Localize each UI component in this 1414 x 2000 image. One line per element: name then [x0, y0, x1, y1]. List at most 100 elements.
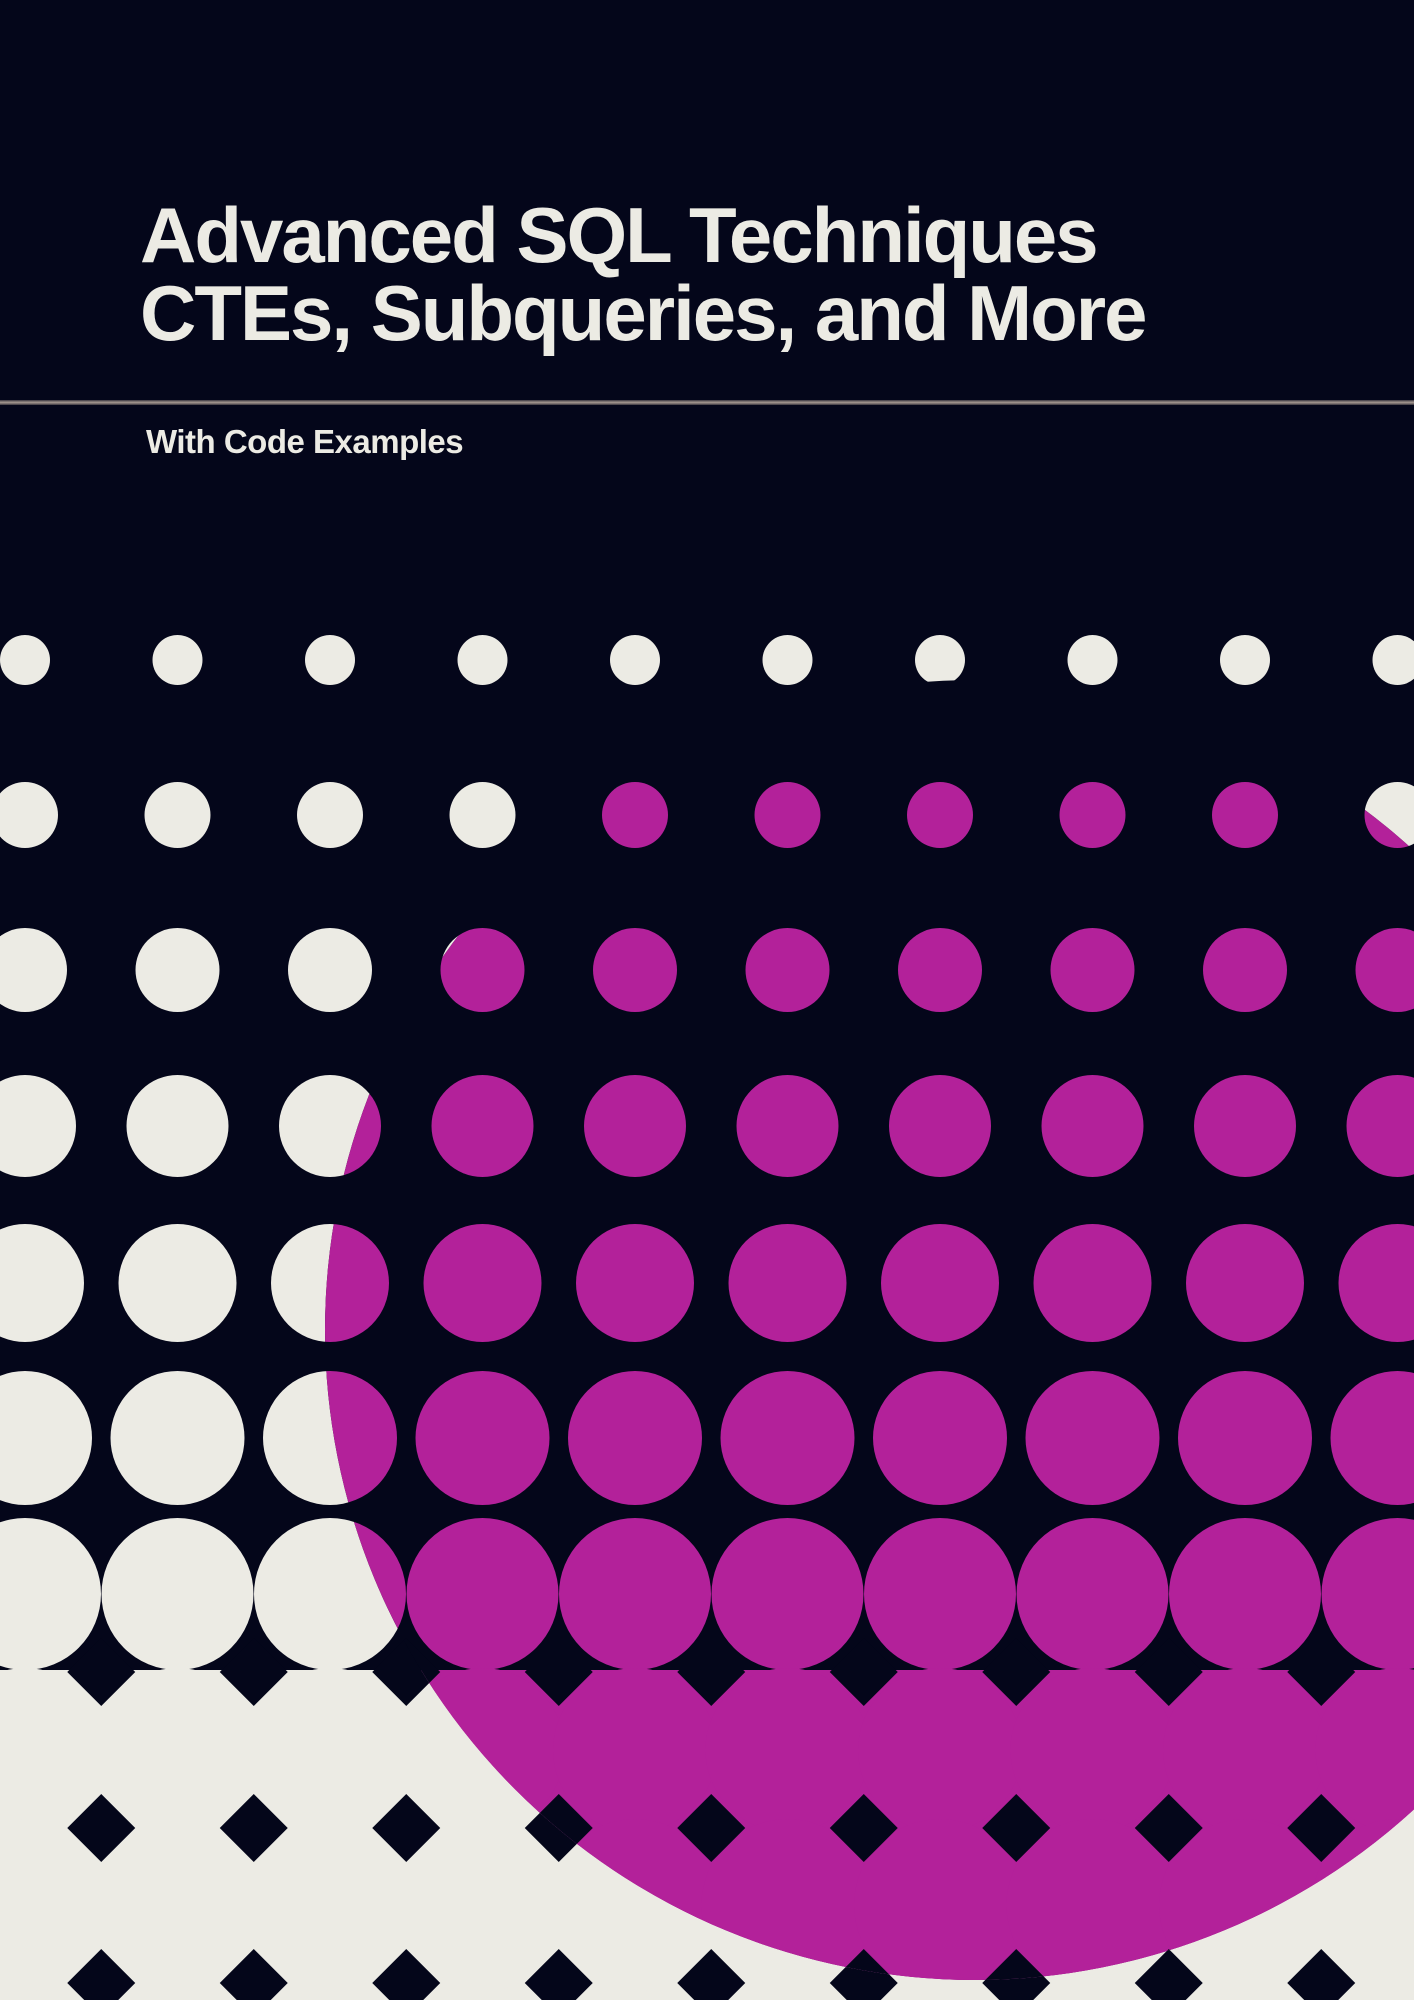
- halftone-dot: [288, 928, 372, 1012]
- halftone-dot: [1330, 1371, 1414, 1505]
- halftone-dot: [881, 1224, 999, 1342]
- halftone-dot: [1067, 635, 1118, 685]
- diamond-gap: [1134, 1949, 1203, 2000]
- halftone-dot: [406, 1518, 559, 1670]
- halftone-dot: [0, 1371, 92, 1505]
- diamond-gap: [829, 1794, 898, 1862]
- diamond-gap: [1287, 1949, 1356, 2000]
- diamond-gap: [1287, 1638, 1356, 1706]
- halftone-dot: [305, 635, 355, 685]
- halftone-dot: [1355, 928, 1414, 1012]
- halftone-dot: [1050, 928, 1135, 1012]
- diamond-gap: [1134, 1794, 1203, 1862]
- halftone-dot: [1311, 1819, 1414, 1991]
- cover-title: Advanced SQL Techniques CTEs, Subqueries…: [140, 196, 1340, 352]
- halftone-dot: [1041, 1075, 1144, 1177]
- halftone-dot: [720, 1371, 855, 1505]
- halftone-dot: [1169, 1518, 1321, 1670]
- halftone-dot: [325, 1224, 389, 1342]
- diamond-gap: [677, 1794, 746, 1862]
- halftone-dot: [553, 1668, 717, 1832]
- halftone-dot: [593, 928, 677, 1012]
- halftone-dot: [440, 928, 525, 1012]
- halftone-dot: [91, 1819, 264, 1991]
- halftone-dot: [1006, 1819, 1179, 1980]
- halftone-dot: [584, 1075, 686, 1177]
- halftone-dot: [559, 1518, 711, 1670]
- halftone-dot: [1338, 1224, 1414, 1342]
- diamond-gap: [219, 1638, 288, 1706]
- halftone-dot: [1016, 1518, 1169, 1670]
- halftone-dot: [754, 782, 821, 848]
- diamond-gap: [829, 1638, 898, 1706]
- diamond-gap: [982, 1949, 1051, 1980]
- diamond-gap: [67, 1638, 136, 1706]
- halftone-dot: [1212, 782, 1278, 848]
- diamond-gap: [524, 1638, 593, 1706]
- diamond-gap: [372, 1794, 441, 1862]
- halftone-dot: [745, 928, 830, 1012]
- halftone-dot: [101, 1518, 254, 1670]
- halftone-dot: [602, 782, 668, 848]
- halftone-dot: [118, 1224, 237, 1342]
- halftone-dot: [457, 635, 508, 685]
- diamond-gap: [677, 1638, 746, 1706]
- halftone-dot: [762, 635, 813, 685]
- diamond-gap: [219, 1794, 288, 1862]
- halftone-dot: [144, 782, 211, 848]
- title-line-1: Advanced SQL Techniques: [140, 191, 1099, 279]
- diamond-gap: [829, 1949, 898, 1980]
- halftone-dot: [1203, 928, 1287, 1012]
- halftone-dot: [0, 1075, 76, 1177]
- halftone-dot: [1178, 1371, 1312, 1505]
- diamond-gap: [219, 1949, 288, 2000]
- halftone-dot: [449, 782, 516, 848]
- halftone-dot: [423, 1224, 542, 1342]
- halftone-dot: [1372, 635, 1414, 685]
- title-divider: [0, 400, 1414, 405]
- diamond-gap: [982, 1638, 1051, 1706]
- halftone-dot: [1186, 1224, 1304, 1342]
- halftone-dot: [1321, 1518, 1414, 1670]
- halftone-dot: [135, 928, 220, 1012]
- diamond-gap: [1287, 1794, 1356, 1862]
- diamond-gap: [524, 1949, 593, 2000]
- halftone-dot: [1025, 1371, 1160, 1505]
- halftone-dot: [95, 1668, 260, 1832]
- halftone-dot: [610, 635, 660, 685]
- halftone-dot: [576, 1224, 694, 1342]
- halftone-dot: [854, 1819, 1026, 1980]
- halftone-dot: [1033, 1224, 1152, 1342]
- diamond-gap: [677, 1949, 746, 2000]
- halftone-dot: [0, 1518, 101, 1670]
- halftone-dot: [858, 1668, 1022, 1832]
- halftone-dot: [1163, 1668, 1327, 1832]
- halftone-dot: [711, 1518, 864, 1670]
- title-line-2: CTEs, Subqueries, and More: [140, 269, 1148, 357]
- halftone-dot: [1059, 782, 1126, 848]
- halftone-dot: [1315, 1668, 1414, 1832]
- halftone-dot: [415, 1371, 550, 1505]
- halftone-dot: [0, 1668, 107, 1832]
- halftone-dot: [705, 1668, 870, 1832]
- halftone-dot: [0, 782, 58, 848]
- diamond-gap: [1134, 1638, 1203, 1706]
- halftone-dot: [0, 635, 50, 685]
- diamond-gap: [372, 1949, 441, 2000]
- halftone-dot: [126, 1075, 229, 1177]
- halftone-dot: [568, 1371, 702, 1505]
- halftone-dot: [1220, 635, 1270, 685]
- diamond-gap: [982, 1794, 1051, 1862]
- halftone-dot: [736, 1075, 839, 1177]
- halftone-dot: [248, 1668, 412, 1832]
- halftone-dot: [915, 635, 965, 685]
- halftone-dot: [0, 1224, 84, 1342]
- halftone-dot: [396, 1819, 569, 1991]
- halftone-dot: [728, 1224, 847, 1342]
- halftone-dot: [1346, 1075, 1414, 1177]
- halftone-dot: [889, 1075, 991, 1177]
- diamond-gap: [67, 1794, 136, 1862]
- halftone-dot: [297, 782, 363, 848]
